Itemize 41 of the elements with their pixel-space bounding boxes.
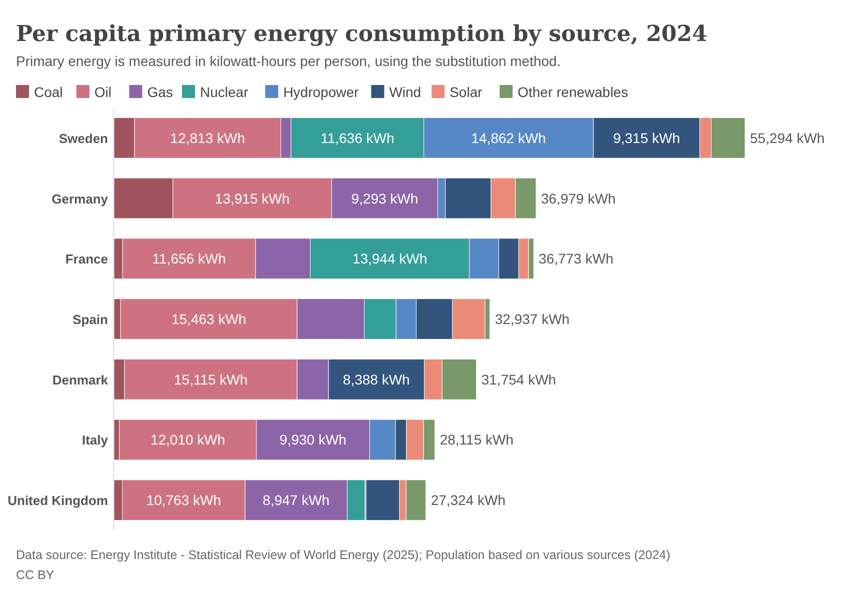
data-label: 14,862 kWh [471, 130, 546, 146]
y-tick-label: Germany [52, 191, 109, 206]
data-label: 9,315 kWh [613, 130, 680, 146]
legend-label: Solar [450, 84, 483, 100]
data-label: 10,763 kWh [146, 492, 222, 508]
total-label: 36,773 kWh [538, 250, 614, 267]
y-tick-label: United Kingdom [8, 493, 108, 508]
total-label: 27,324 kWh [430, 492, 506, 508]
data-label: 8,388 kWh [342, 371, 410, 388]
data-label: 13,915 kWh [214, 190, 290, 206]
y-tick-label: Denmark [52, 372, 109, 388]
data-label: 15,463 kWh [171, 311, 246, 327]
legend-label: Other renewables [518, 84, 628, 100]
data-label: 11,636 kWh [320, 130, 394, 146]
data-label: 11,656 kWh [152, 250, 226, 267]
total-label: 55,294 kWh [750, 130, 825, 146]
source-note: Data source: Energy Institute - Statistical Review of World Energy (2025); Population based on various sources (2024) [16, 548, 670, 562]
total-label: 32,937 kWh [494, 311, 570, 327]
legend-label: Gas [147, 84, 173, 100]
total-label: 36,979 kWh [540, 190, 616, 206]
chart-subtitle: Primary energy is measured in kilowatt-hours per person, using the substitution method. [16, 53, 561, 69]
y-tick-label: Sweden [58, 130, 108, 146]
text: CC BY [16, 568, 55, 582]
data-label: 13,944 kWh [352, 250, 428, 267]
data-label: 8,947 kWh [262, 492, 330, 508]
legend-label: Hydropower [283, 84, 360, 100]
total-label: 28,115 kWh [440, 432, 514, 448]
y-tick-label: Spain [72, 312, 108, 327]
legend-label: Coal [34, 84, 63, 100]
data-label: 9,293 kWh [351, 190, 418, 206]
y-tick-label: France [65, 252, 108, 267]
data-label: 9,930 kWh [280, 432, 346, 448]
data-label: 12,010 kWh [150, 432, 226, 448]
total-label: 31,754 kWh [481, 371, 556, 388]
legend-label: Nuclear [200, 84, 249, 100]
data-label: 12,813 kWh [170, 130, 246, 146]
legend-label: Oil [94, 84, 112, 100]
data-label: 15,115 kWh [174, 371, 248, 388]
legend-label: Wind [389, 84, 422, 100]
chart-title: Per capita primary energy consumption by source, 2024 [16, 21, 708, 47]
y-tick-label: Italy [82, 432, 109, 448]
